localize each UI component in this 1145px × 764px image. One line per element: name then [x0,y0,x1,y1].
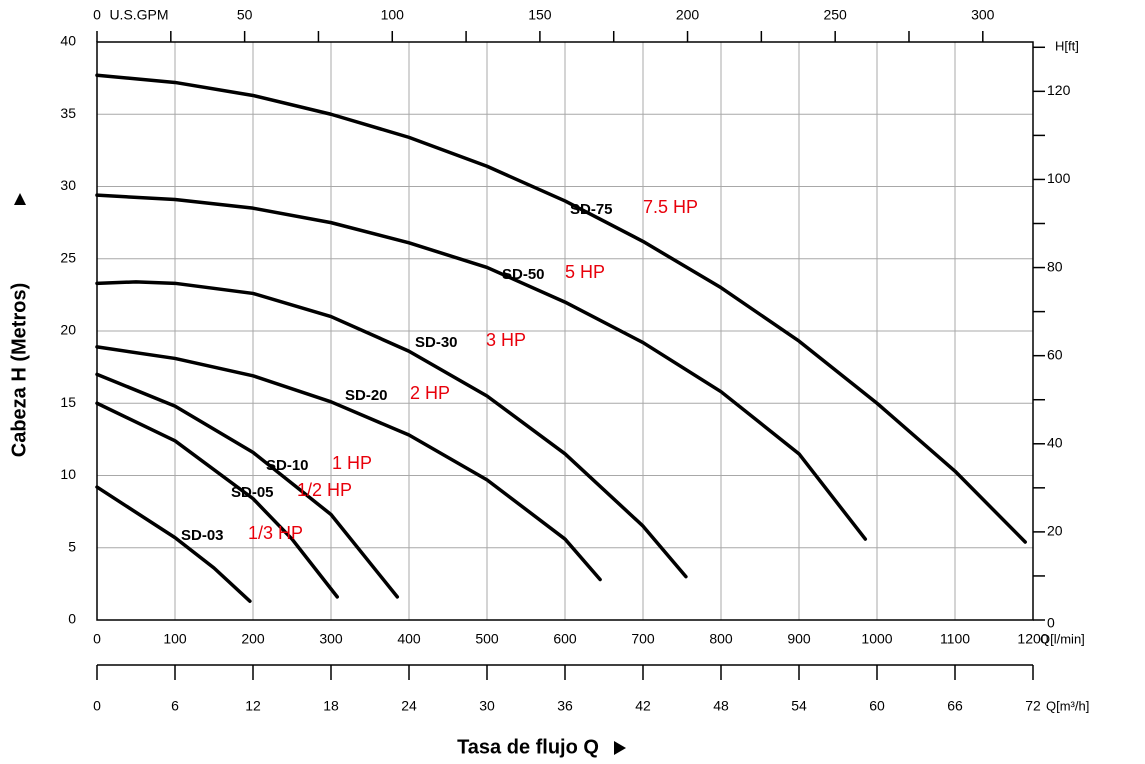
y-tick-label: 10 [60,466,76,482]
x-unit-label: Q[l/min] [1040,631,1085,646]
series-name: SD-30 [415,334,458,351]
pump-curve [95,193,868,541]
y-tick-label: 35 [60,105,76,121]
x2-tick-label: 60 [869,698,885,714]
x2-tick-label: 12 [245,698,261,714]
x2-tick-label: 66 [947,698,963,714]
x2-tick-label: 42 [635,698,651,714]
x3-tick-label: 150 [528,7,552,23]
x-tick-label: 600 [553,631,577,647]
pump-curve [95,372,400,599]
series-power: 7.5 HP [643,197,698,217]
y2-tick-label: 20 [1047,523,1063,539]
y-axis-arrow [14,193,26,205]
x-tick-label: 200 [241,631,265,647]
x-tick-label: 100 [163,631,187,647]
x-tick-label: 300 [319,631,343,647]
series-power: 5 HP [565,262,605,282]
series-power: 3 HP [486,330,526,350]
x-axis-title: Tasa de flujo Q [457,736,599,758]
y2-tick-label: 80 [1047,258,1063,274]
x2-tick-label: 72 [1025,698,1041,714]
series-name: SD-03 [181,527,224,544]
x-tick-label: 700 [631,631,655,647]
x2-tick-label: 6 [171,698,179,714]
series-power: 1/3 HP [248,523,303,543]
series-name: SD-20 [345,387,388,404]
pump-curve [95,345,602,582]
x-axis-arrow [614,741,626,755]
y-tick-label: 5 [68,538,76,554]
x-tick-label: 1200 [1017,631,1048,647]
x-tick-label: 0 [93,631,101,647]
y2-tick-label: 100 [1047,170,1071,186]
series-name: SD-05 [231,484,274,501]
series-power: 1/2 HP [297,480,352,500]
x2-tick-label: 48 [713,698,729,714]
pump-curve [95,73,1027,544]
y-tick-label: 30 [60,177,76,193]
x2-tick-label: 54 [791,698,807,714]
x-tick-label: 400 [397,631,421,647]
series-power: 1 HP [332,453,372,473]
pump-curve [95,280,688,579]
x3-tick-label: 300 [971,7,995,23]
y-tick-label: 0 [68,611,76,627]
y-tick-label: 20 [60,322,76,338]
pump-curve [95,401,339,599]
series-power: 2 HP [410,383,450,403]
x-tick-label: 1100 [940,631,970,647]
y-tick-label: 15 [60,394,76,410]
x-tick-label: 1000 [861,631,892,647]
x-tick-label: 900 [787,631,811,647]
series-name: SD-75 [570,201,613,218]
x3-tick-label: 0 [93,7,101,23]
x3-tick-label: 250 [823,7,847,23]
y2-tick-label: 60 [1047,346,1063,362]
y2-tick-label: 0 [1047,615,1055,631]
x2-tick-label: 24 [401,698,417,714]
x3-tick-label: 100 [381,7,405,23]
y2-tick-label: 120 [1047,82,1071,98]
y-axis-title: Cabeza H (Metros) [8,283,30,457]
x2-tick-label: 0 [93,698,101,714]
x2-tick-label: 36 [557,698,573,714]
y-tick-label: 25 [60,249,76,265]
x2-unit-label: Q[m³/h] [1046,698,1089,713]
x-tick-label: 500 [475,631,499,647]
series-name: SD-10 [266,457,309,474]
x2-tick-label: 30 [479,698,495,714]
y2-tick-label: 40 [1047,434,1063,450]
x2-tick-label: 18 [323,698,339,714]
x3-unit-label: U.S.GPM [109,7,168,23]
x3-tick-label: 200 [676,7,700,23]
y2-unit-label: H[ft] [1055,38,1079,53]
x-tick-label: 800 [709,631,733,647]
pump-curve [95,485,252,603]
series-name: SD-50 [502,266,545,283]
x3-tick-label: 50 [237,7,253,23]
plot-frame [96,41,1034,621]
y-tick-label: 40 [60,33,76,49]
